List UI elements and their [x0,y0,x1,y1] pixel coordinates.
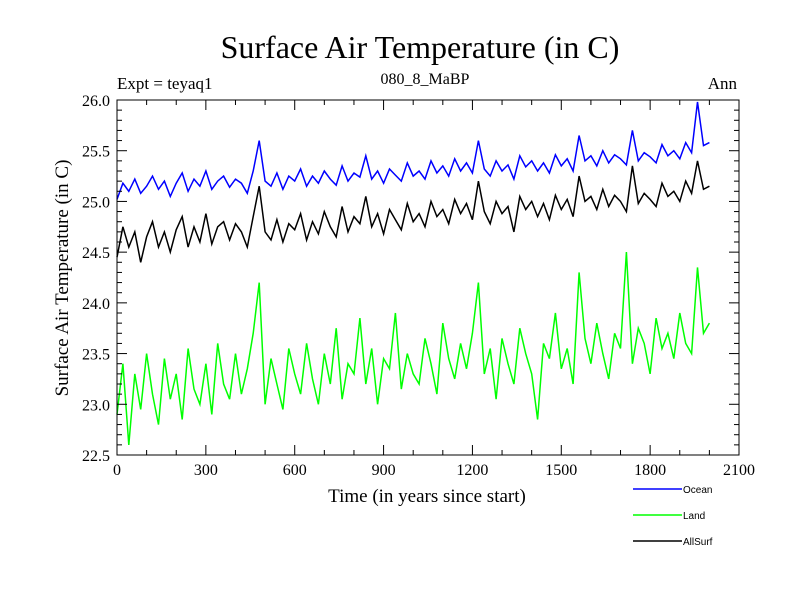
y-tick-label: 25.5 [82,144,110,161]
experiment-label: Expt = teyaq1 [117,74,213,93]
y-tick-label: 24.0 [82,296,110,313]
y-tick-label: 22.5 [82,448,110,465]
series-line-land [116,252,711,445]
y-tick-label: 23.5 [82,347,110,364]
y-axis-label: Surface Air Temperature (in C) [52,160,73,397]
axes: 0 300 600 900 1200 1500 1800 2100 22.5 23.0 23.5 24… [82,93,755,479]
y-tick-label: 24.5 [82,245,110,262]
series-layer [116,101,711,445]
x-tick-label: 300 [194,462,218,479]
x-tick-label: 1500 [545,462,577,479]
legend-label-land: Land [683,511,705,522]
x-tick-label: 0 [113,462,121,479]
legend-label-allsurf: AllSurf [683,537,713,548]
x-tick-label: 1200 [456,462,488,479]
chart-title: Surface Air Temperature (in C) [221,29,620,65]
x-tick-label: 1800 [634,462,666,479]
series-line-allsurf [116,160,710,263]
x-tick-label: 2100 [723,462,755,479]
legend-label-ocean: Ocean [683,485,712,496]
x-tick-label: 900 [372,462,396,479]
y-tick-label: 23.0 [82,397,110,414]
x-axis-label: Time (in years since start) [328,486,526,507]
series-line-ocean [116,101,710,200]
y-tick-label: 25.0 [82,194,110,211]
season-label: Ann [708,74,738,93]
x-tick-label: 600 [283,462,307,479]
legend: Ocean Land AllSurf [633,485,713,548]
y-tick-label: 26.0 [82,93,110,110]
period-label: 080_8_MaBP [381,71,470,88]
plot-frame [116,99,740,456]
